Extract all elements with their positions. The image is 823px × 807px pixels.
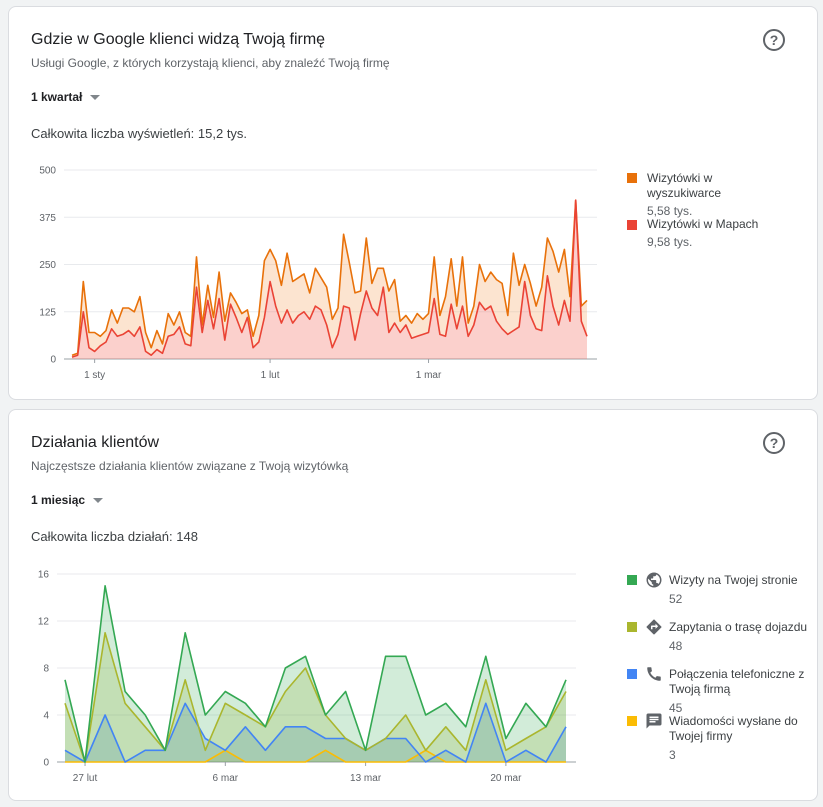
card-title: Gdzie w Google klienci widzą Twoją firmę <box>31 31 326 48</box>
legend-label-line: Twoją firmą <box>669 682 731 696</box>
total-views: Całkowita liczba wyświetleń: 15,2 tys. <box>31 126 247 141</box>
legend-value: 3 <box>669 748 676 762</box>
legend-swatch <box>627 575 637 585</box>
legend-value: 5,58 tys. <box>647 204 693 218</box>
total-label: Całkowita liczba działań: <box>31 529 173 544</box>
chevron-down-icon <box>90 95 101 101</box>
legend-value: 52 <box>669 592 683 606</box>
y-tick-label: 500 <box>39 166 56 177</box>
period-dropdown[interactable]: 1 kwartał <box>31 90 101 104</box>
x-tick-label: 1 lut <box>261 370 280 381</box>
series-area <box>65 632 566 762</box>
legend-value: 9,58 tys. <box>647 235 693 249</box>
legend-swatch <box>627 220 637 230</box>
help-icon[interactable]: ? <box>763 29 785 51</box>
x-tick-label: 1 mar <box>416 370 442 381</box>
actions-card: Działania klientów Najczęstsze działania… <box>8 409 818 801</box>
card-title: Działania klientów <box>31 434 160 451</box>
total-value: 15,2 tys. <box>197 126 248 141</box>
y-tick-label: 125 <box>39 307 56 318</box>
chevron-down-icon <box>93 498 104 504</box>
legend-swatch <box>627 173 637 183</box>
series-line <box>65 749 566 763</box>
y-tick-label: 250 <box>39 260 56 271</box>
legend-swatch <box>627 669 637 679</box>
directions-icon <box>646 619 662 635</box>
y-tick-label: 12 <box>38 617 50 628</box>
legend-label-line: Zapytania o trasę dojazdu <box>669 620 808 634</box>
legend-label: Wizytówki w Mapach <box>647 217 758 232</box>
legend-label-line: wyszukiwarce <box>647 186 722 200</box>
legend-label-line: Wizytówki w <box>647 171 713 185</box>
card-subtitle: Najczęstsze działania klientów związane … <box>31 459 349 473</box>
legend-value: 45 <box>669 701 683 715</box>
x-tick-label: 1 sty <box>84 370 105 381</box>
x-tick-label: 13 mar <box>350 773 382 784</box>
series-line <box>71 199 588 356</box>
card-subtitle: Usługi Google, z których korzystają klie… <box>31 56 390 70</box>
legend-label-line: Wizytówki w Mapach <box>647 217 759 231</box>
series-line <box>64 585 567 763</box>
legend-label: Połączenia telefoniczne z Twoją firmą <box>669 667 804 697</box>
phone-icon <box>647 667 661 681</box>
x-tick-label: 27 lut <box>73 773 98 784</box>
legend-label: Wiadomości wysłane do Twojej firmy <box>669 714 798 744</box>
y-tick-label: 0 <box>43 758 49 769</box>
series-area <box>72 200 587 359</box>
total-value: 148 <box>176 529 198 544</box>
legend-label-line: Wiadomości wysłane do <box>669 714 798 728</box>
series-line <box>71 199 588 358</box>
period-dropdown[interactable]: 1 miesiąc <box>31 493 104 507</box>
x-tick-label: 6 mar <box>213 773 239 784</box>
series-area <box>65 585 566 762</box>
period-label: 1 kwartał <box>31 90 83 104</box>
series-line <box>64 702 567 763</box>
y-tick-label: 4 <box>43 711 49 722</box>
globe-icon <box>646 572 662 588</box>
y-tick-label: 16 <box>38 570 50 581</box>
y-tick-label: 8 <box>43 664 49 675</box>
total-actions: Całkowita liczba działań: 148 <box>31 529 198 544</box>
legend-label-line: Wizyty na Twojej stronie <box>669 573 798 587</box>
y-tick-label: 375 <box>39 213 56 224</box>
y-tick-label: 0 <box>50 355 56 366</box>
period-label: 1 miesiąc <box>31 493 86 507</box>
legend-label: Zapytania o trasę dojazdu <box>669 620 807 635</box>
legend-label: Wizyty na Twojej stronie <box>669 573 798 588</box>
x-tick-label: 20 mar <box>490 773 522 784</box>
legend-swatch <box>627 716 637 726</box>
views-card: Gdzie w Google klienci widzą Twoją firmę… <box>8 6 818 400</box>
help-icon[interactable]: ? <box>763 432 785 454</box>
legend-label-line: Połączenia telefoniczne z <box>669 667 805 681</box>
legend-swatch <box>627 622 637 632</box>
legend-label-line: Twojej firmy <box>669 729 733 743</box>
legend-label: Wizytówki w wyszukiwarce <box>647 171 721 201</box>
legend-value: 48 <box>669 639 683 653</box>
views-chart: 0 125 250 375 500 1 sty 1 lut 1 mar <box>39 166 597 381</box>
total-label: Całkowita liczba wyświetleń: <box>31 126 195 141</box>
message-icon <box>646 713 662 729</box>
actions-chart: 0 4 8 12 16 27 lut 6 mar 13 mar 20 mar <box>38 570 576 784</box>
series-line <box>64 632 567 763</box>
